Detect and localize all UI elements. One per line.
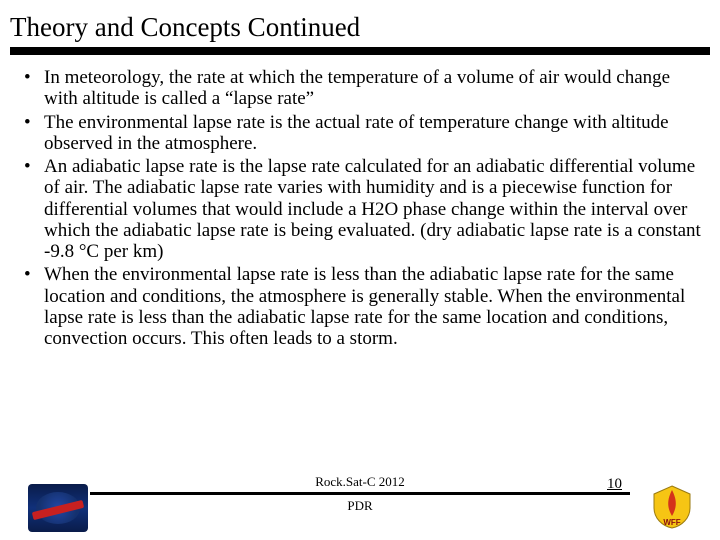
page-number: 10: [607, 476, 622, 493]
bullet-item: In meteorology, the rate at which the te…: [24, 67, 704, 110]
bullet-item: An adiabatic lapse rate is the lapse rat…: [24, 156, 704, 262]
wff-logo-icon: WFF: [648, 484, 696, 530]
footer: Rock.Sat-C 2012 PDR 10 WFF: [0, 474, 720, 534]
footer-stage: PDR: [0, 498, 720, 514]
bullet-list: In meteorology, the rate at which the te…: [10, 67, 710, 349]
wff-logo-label: WFF: [663, 518, 680, 527]
slide: Theory and Concepts Continued In meteoro…: [0, 0, 720, 540]
bullet-item: When the environmental lapse rate is les…: [24, 264, 704, 349]
title-divider: [10, 47, 710, 53]
bullet-item: The environmental lapse rate is the actu…: [24, 112, 704, 155]
slide-title: Theory and Concepts Continued: [10, 12, 710, 43]
footer-divider: [90, 492, 630, 495]
